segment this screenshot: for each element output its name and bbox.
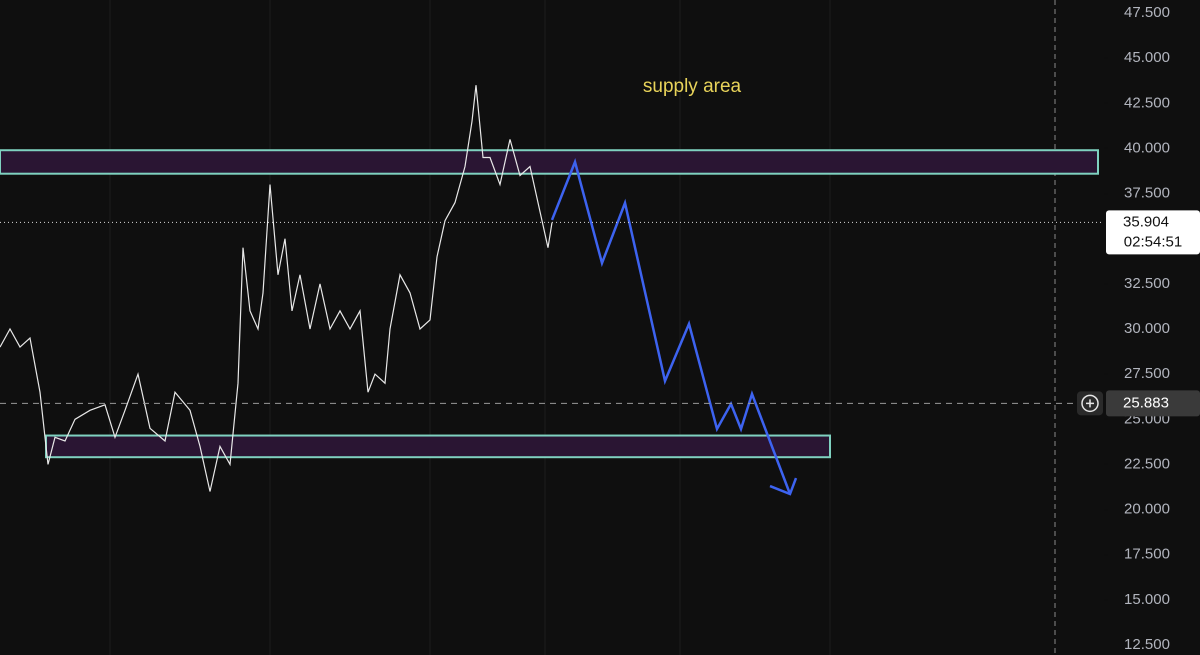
crosshair-add-plus (1086, 399, 1094, 408)
last-price-label: 35.904 (1123, 213, 1169, 230)
y-tick-label: 15.000 (1124, 591, 1170, 608)
y-tick-label: 22.500 (1124, 455, 1170, 472)
price-line (0, 85, 553, 492)
vertical-grid (109, 0, 831, 655)
annotation: supply area (643, 76, 742, 97)
last-price-box (1106, 210, 1200, 255)
zone (45, 434, 831, 459)
y-tick-label: 17.500 (1124, 546, 1170, 563)
y-tick-label: 32.500 (1124, 275, 1170, 292)
arrow-head (769, 477, 798, 496)
y-tick-label: 47.500 (1124, 4, 1170, 21)
crosshair-add-icon (1081, 394, 1099, 413)
y-tick-label: 40.000 (1124, 139, 1170, 156)
crosshair-price-label: 25.883 (1123, 394, 1169, 411)
y-tick-label: 37.500 (1124, 185, 1170, 202)
y-tick-label: 30.000 (1124, 320, 1170, 337)
y-tick-label: 27.500 (1124, 365, 1170, 382)
y-tick-label: 45.000 (1124, 49, 1170, 66)
countdown-label: 02:54:51 (1124, 233, 1182, 250)
y-tick-label: 20.000 (1124, 501, 1170, 518)
crosshair-price-box (1106, 390, 1200, 417)
zone (0, 149, 1099, 175)
projection-line (550, 158, 792, 495)
y-tick-label: 42.500 (1124, 94, 1170, 111)
y-tick-label: 12.500 (1124, 636, 1170, 653)
